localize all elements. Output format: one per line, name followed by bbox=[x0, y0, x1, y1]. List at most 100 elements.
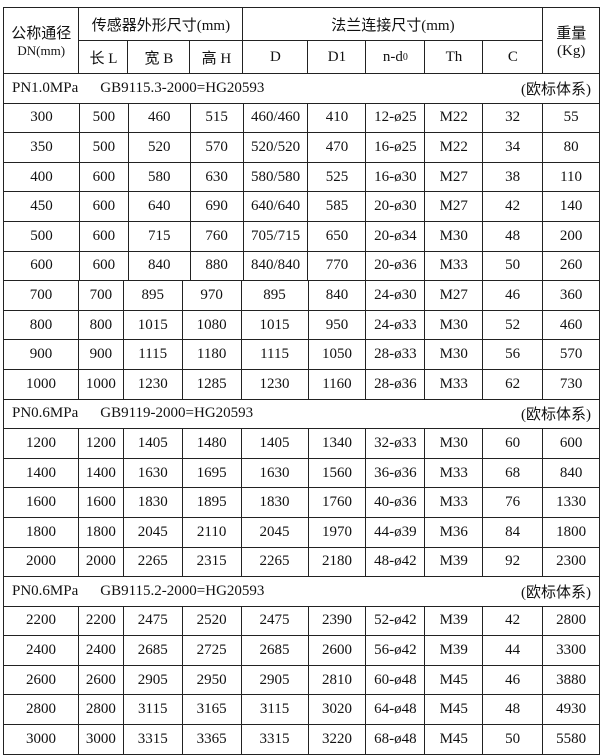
table-cell: 40-ø36 bbox=[366, 488, 426, 518]
table-cell: 800 bbox=[4, 310, 79, 341]
table-cell: 1830 bbox=[241, 488, 309, 518]
table-cell: 470 bbox=[308, 133, 367, 163]
table-cell: 24-ø33 bbox=[366, 310, 426, 341]
table-cell: 46 bbox=[483, 665, 544, 696]
table-cell: 400 bbox=[4, 162, 80, 193]
table-cell: 2390 bbox=[308, 606, 367, 637]
table-cell: 48-ø42 bbox=[366, 547, 426, 578]
table-row: 400 600 580 630 580/580 525 16-ø30 M27 38 110 bbox=[3, 162, 600, 193]
table-cell: 2725 bbox=[182, 636, 242, 666]
col-length: 长 L bbox=[79, 41, 129, 74]
standard-code: GB9115.3-2000=HG20593 bbox=[100, 79, 265, 96]
table-cell: 600 bbox=[79, 162, 129, 193]
table-cell: 84 bbox=[483, 517, 544, 548]
table-cell: 880 bbox=[190, 251, 244, 282]
table-cell: 630 bbox=[190, 162, 244, 193]
table-cell: 895 bbox=[123, 281, 183, 311]
table-cell: 1230 bbox=[241, 369, 309, 400]
table-row: 1200 1200 1405 1480 1405 1340 32-ø33 M30 60 600 bbox=[3, 429, 600, 459]
table-cell: 32 bbox=[483, 103, 544, 134]
table-cell: 600 bbox=[543, 429, 600, 459]
table-cell: 730 bbox=[543, 369, 600, 400]
table-cell: 1600 bbox=[78, 488, 124, 518]
table-row: 600 600 840 880 840/840 770 20-ø36 M33 50 260 bbox=[3, 251, 600, 282]
table-cell: 770 bbox=[308, 251, 367, 282]
table-cell: 600 bbox=[79, 192, 129, 222]
table-cell: 500 bbox=[4, 221, 80, 252]
table-cell: 520/520 bbox=[243, 133, 309, 163]
table-cell: 1800 bbox=[543, 517, 600, 548]
table-cell: 2800 bbox=[543, 606, 600, 637]
table-cell: 48 bbox=[483, 221, 544, 252]
table-cell: 76 bbox=[483, 488, 544, 518]
weight-header: 重量 (Kg) bbox=[543, 8, 600, 74]
dn-label: 公称通径 bbox=[11, 26, 72, 42]
table-cell: 1630 bbox=[241, 458, 309, 489]
table-row: 700 700 895 970 895 840 24-ø30 M27 46 360 bbox=[3, 281, 600, 311]
table-cell: 68 bbox=[483, 458, 544, 489]
standard-cell: PN1.0MPa GB9115.3-2000=HG20593 (欧标体系) bbox=[4, 74, 600, 104]
table-cell: 1200 bbox=[78, 429, 124, 459]
table-row: 1600 1600 1830 1895 1830 1760 40-ø36 M33 76 1330 bbox=[3, 488, 600, 518]
table-cell: 3880 bbox=[543, 665, 600, 696]
table-cell: 2200 bbox=[78, 606, 124, 637]
table-cell: 2265 bbox=[241, 547, 309, 578]
table-cell: 1405 bbox=[123, 429, 183, 459]
table-cell: 16-ø30 bbox=[366, 162, 426, 193]
table-cell: 3365 bbox=[182, 725, 242, 755]
table-cell: 1405 bbox=[241, 429, 309, 459]
table-cell: 2045 bbox=[241, 517, 309, 548]
table-row: 800 800 1015 1080 1015 950 24-ø33 M30 52 460 bbox=[3, 310, 600, 341]
table-cell: 2905 bbox=[241, 665, 309, 696]
table-cell: M22 bbox=[425, 103, 484, 134]
table-cell: 1830 bbox=[123, 488, 183, 518]
table-cell: 600 bbox=[4, 251, 80, 282]
table-cell: 38 bbox=[483, 162, 544, 193]
table-cell: 1050 bbox=[308, 340, 367, 370]
table-cell: 3315 bbox=[123, 725, 183, 755]
table-cell: 24-ø30 bbox=[366, 281, 426, 311]
table-cell: 1000 bbox=[4, 369, 79, 400]
table-cell: 450 bbox=[4, 192, 80, 222]
table-cell: 360 bbox=[543, 281, 600, 311]
col-c: C bbox=[483, 41, 544, 74]
table-cell: 2600 bbox=[78, 665, 124, 696]
table-cell: M27 bbox=[425, 281, 484, 311]
table-row: 900 900 1115 1180 1115 1050 28-ø33 M30 56 570 bbox=[3, 340, 600, 370]
table-cell: M45 bbox=[425, 665, 484, 696]
weight-label: 重量 bbox=[556, 25, 587, 42]
table-row: 2600 2600 2905 2950 2905 2810 60-ø48 M45 46 3880 bbox=[3, 665, 600, 696]
pressure-rating: PN0.6MPa bbox=[12, 582, 79, 599]
table-cell: 28-ø36 bbox=[366, 369, 426, 400]
table-cell: 64-ø48 bbox=[366, 695, 426, 726]
table-cell: 460 bbox=[128, 103, 191, 134]
table-cell: 1970 bbox=[308, 517, 367, 548]
table-cell: 20-ø30 bbox=[366, 192, 426, 222]
table-cell: 3300 bbox=[543, 636, 600, 666]
table-cell: 1800 bbox=[78, 517, 124, 548]
table-cell: M39 bbox=[425, 606, 484, 637]
table-cell: M45 bbox=[425, 725, 484, 755]
table-cell: 1480 bbox=[182, 429, 242, 459]
standard-row: PN0.6MPa GB9115.2-2000=HG20593 (欧标体系) bbox=[3, 577, 600, 607]
table-cell: 1400 bbox=[78, 458, 124, 489]
table-cell: 460/460 bbox=[243, 103, 309, 134]
table-row: 2400 2400 2685 2725 2685 2600 56-ø42 M39 44 3300 bbox=[3, 636, 600, 666]
table-cell: 32-ø33 bbox=[366, 429, 426, 459]
table-cell: 1080 bbox=[182, 310, 242, 341]
table-cell: 525 bbox=[308, 162, 367, 193]
table-cell: 2810 bbox=[308, 665, 367, 696]
col-width: 宽 B bbox=[128, 41, 191, 74]
table-cell: 20-ø34 bbox=[366, 221, 426, 252]
table-cell: 1000 bbox=[78, 369, 124, 400]
table-row: 350 500 520 570 520/520 470 16-ø25 M22 34 80 bbox=[3, 133, 600, 163]
table-cell: 60-ø48 bbox=[366, 665, 426, 696]
table-cell: 2600 bbox=[308, 636, 367, 666]
table-cell: 2600 bbox=[4, 665, 79, 696]
table-cell: 600 bbox=[79, 221, 129, 252]
table-cell: 200 bbox=[543, 221, 600, 252]
table-cell: 715 bbox=[128, 221, 191, 252]
table-cell: 50 bbox=[483, 725, 544, 755]
table-cell: 500 bbox=[79, 133, 129, 163]
table-cell: 110 bbox=[543, 162, 600, 193]
